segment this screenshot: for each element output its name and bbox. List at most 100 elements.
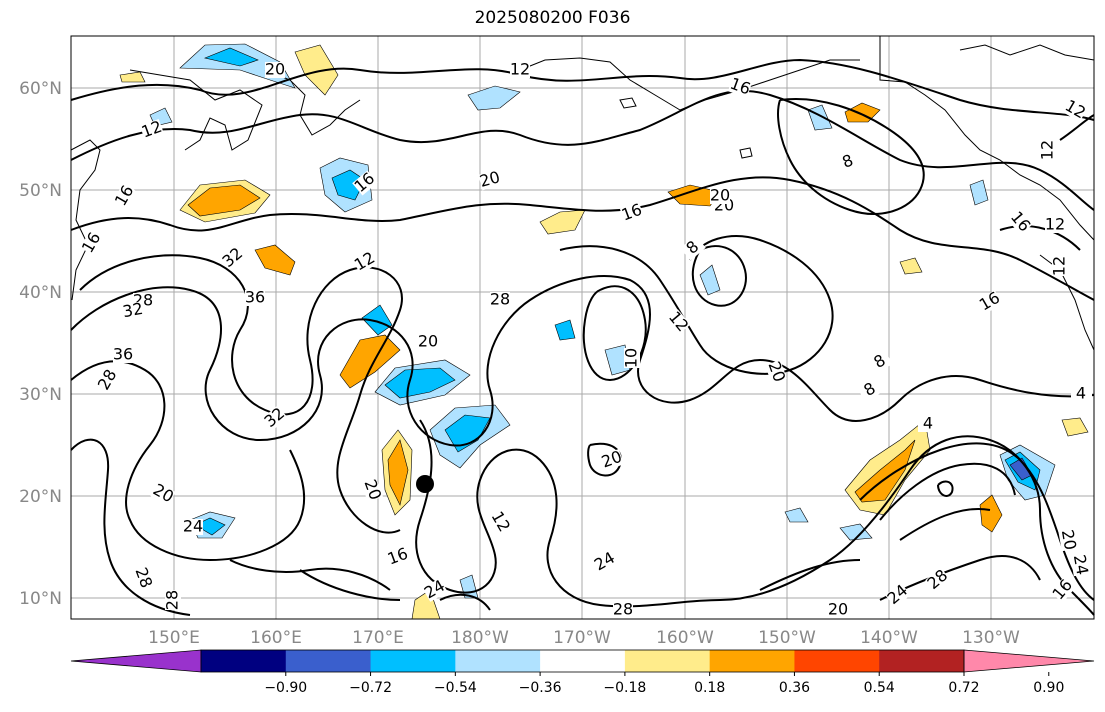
contour-label-background <box>510 62 530 78</box>
contour-label: 20 <box>710 186 730 205</box>
contour-label: 12 <box>1045 215 1065 234</box>
contour-label: 36 <box>245 288 265 307</box>
lon-label: 180°W <box>451 628 509 648</box>
contour-label-background <box>613 602 633 618</box>
contour-label-background <box>183 519 203 535</box>
colorbar-tick-label: 0.54 <box>864 680 895 696</box>
contour-label-background <box>132 565 154 591</box>
shade-blob <box>699 264 721 296</box>
contour-label: 20 <box>1058 528 1080 551</box>
shade-blob <box>384 367 456 399</box>
shade-blob <box>807 104 833 131</box>
contour-label-background <box>478 169 502 191</box>
shaded-field <box>119 43 1089 620</box>
shade-blob <box>554 319 576 341</box>
lon-label: 160°E <box>250 628 302 648</box>
contour-label-background <box>262 405 288 431</box>
colorbar-extension-min <box>70 649 202 673</box>
contour-lines <box>70 58 1095 616</box>
contour-label-background <box>835 151 861 173</box>
contour-label-background <box>665 309 691 335</box>
contour-label-background <box>1045 217 1065 233</box>
lon-label: 140°W <box>860 628 918 648</box>
colorbar-tick-label: −0.72 <box>349 680 392 696</box>
colorbar-tick-label: −0.36 <box>519 680 562 696</box>
contour-label-background <box>113 183 137 209</box>
contour-label: 20 <box>477 167 502 191</box>
shade-blob <box>969 179 989 206</box>
contour-label-background <box>710 188 730 204</box>
contour-label: 24 <box>1070 553 1092 576</box>
contour-label-background <box>977 290 1003 314</box>
colorbar: −0.90 −0.72 −0.54 −0.36 −0.18 0.18 0.36 0.54 0.7… <box>70 649 1095 696</box>
contour-label-background <box>727 76 753 98</box>
contour-label-background <box>488 509 512 535</box>
contour-label-background <box>113 347 133 363</box>
shade-blob <box>387 439 409 506</box>
shade-blob <box>854 439 916 503</box>
storm-marker-dot <box>416 475 434 493</box>
contour-label-background <box>96 367 120 393</box>
contour-label-background <box>619 202 645 224</box>
shade-blob <box>119 71 146 83</box>
lon-label: 160°W <box>656 628 714 648</box>
contour-label: 20 <box>418 332 438 351</box>
contour-label-background <box>245 290 265 306</box>
shade-blob <box>784 507 809 523</box>
contour-label-background <box>592 550 618 574</box>
colorbar-segment <box>540 650 626 672</box>
contour-label-background <box>1007 209 1033 235</box>
contour-label-background <box>352 170 378 196</box>
colorbar-tick-label: −0.18 <box>603 680 646 696</box>
shade-blob <box>839 523 873 541</box>
contour-label-background <box>1058 528 1078 552</box>
contour-label-background <box>265 62 285 78</box>
contour-label-background <box>1040 140 1056 160</box>
colorbar-tick-label: 0.18 <box>694 680 725 696</box>
contour-label-background <box>885 582 911 608</box>
lat-label: 20°N <box>19 487 62 507</box>
shade-blob <box>444 414 491 453</box>
colorbar-segment <box>879 650 965 672</box>
contour-label: 4 <box>923 414 933 433</box>
contour-label-background <box>361 477 383 503</box>
contour-label-background <box>867 350 893 374</box>
longitude-labels: 150°E 160°E 170°E 180°W 170°W 160°W 150°… <box>148 628 1020 648</box>
contour-label-background <box>1062 98 1088 122</box>
lat-label: 50°N <box>19 181 62 201</box>
shade-blob <box>467 85 521 111</box>
colorbar-segment <box>201 650 287 672</box>
contour-label: 32 <box>121 299 144 321</box>
shade-blob <box>361 304 393 336</box>
contour-label-background <box>599 449 625 471</box>
lon-label: 150°E <box>148 628 200 648</box>
lon-label: 170°W <box>553 628 611 648</box>
contour-label-background <box>165 590 181 610</box>
lat-label: 60°N <box>19 79 62 99</box>
contour-label: 12 <box>1050 256 1069 276</box>
contour-label: 28 <box>490 290 510 309</box>
lon-label: 130°W <box>962 628 1020 648</box>
shade-blob <box>203 47 259 67</box>
contour-label: 4 <box>1076 384 1086 403</box>
contour-label-background <box>1071 386 1091 402</box>
contour-label: 36 <box>113 345 133 364</box>
shade-blob <box>979 494 1003 533</box>
contour-label-background <box>422 578 448 602</box>
contour-label: 10 <box>622 348 641 368</box>
contour-label-background <box>680 235 706 261</box>
colorbar-tick-label: −0.90 <box>264 680 307 696</box>
shade-blob <box>844 102 881 123</box>
colorbar-extension-max <box>963 649 1095 673</box>
contour-label-background <box>121 301 145 321</box>
shade-blob <box>339 334 401 389</box>
shade-blob <box>539 209 586 235</box>
lat-label: 10°N <box>19 589 62 609</box>
contour-label-background <box>828 602 848 618</box>
colorbar-tick-label: −0.54 <box>434 680 477 696</box>
lon-label: 150°W <box>758 628 816 648</box>
contour-label: 20 <box>265 60 285 79</box>
map-title: 2025080200 F036 <box>474 8 631 28</box>
contour-label-background <box>139 119 165 141</box>
